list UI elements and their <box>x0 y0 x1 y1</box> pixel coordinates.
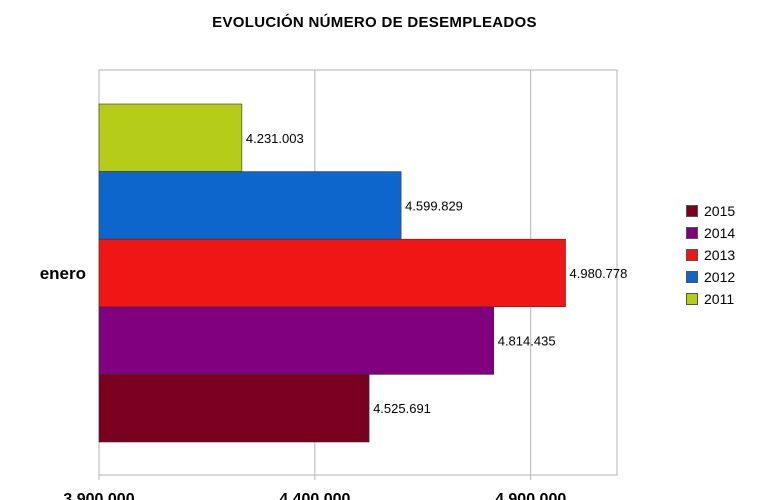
bar-2013 <box>98 238 566 308</box>
legend-item-2015: 2015 <box>686 200 735 222</box>
bar-2011 <box>98 103 243 172</box>
legend-label: 2014 <box>704 225 736 241</box>
legend: 2015 2014 2013 2012 2011 <box>686 200 735 310</box>
data-label-2013: 4.980.778 <box>570 266 628 281</box>
x-tick-label: 3.900.000 <box>63 491 134 500</box>
bar-2012 <box>98 171 402 240</box>
bar-2015 <box>98 374 370 443</box>
y-category-label: enero <box>40 264 86 283</box>
legend-label: 2012 <box>704 269 736 285</box>
legend-item-2013: 2013 <box>686 244 735 266</box>
legend-item-2011: 2011 <box>686 288 735 310</box>
data-label-2014: 4.814.435 <box>498 334 556 349</box>
legend-item-2014: 2014 <box>686 222 735 244</box>
legend-label: 2013 <box>704 247 736 263</box>
legend-swatch <box>686 293 698 305</box>
chart-title: EVOLUCIÓN NÚMERO DE DESEMPLEADOS <box>212 14 537 31</box>
bar-2014 <box>98 306 495 375</box>
legend-swatch <box>686 205 698 217</box>
legend-swatch <box>686 271 698 283</box>
data-label-2012: 4.599.829 <box>405 198 463 213</box>
data-label-2011: 4.231.003 <box>246 131 304 146</box>
legend-item-2012: 2012 <box>686 266 735 288</box>
legend-swatch <box>686 227 698 239</box>
x-tick-label: 4.400.000 <box>279 491 350 500</box>
legend-swatch <box>686 249 698 261</box>
legend-label: 2015 <box>704 203 736 219</box>
x-tick-label: 4.900.000 <box>495 491 566 500</box>
data-label-2015: 4.525.691 <box>373 401 431 416</box>
legend-label: 2011 <box>704 291 735 307</box>
